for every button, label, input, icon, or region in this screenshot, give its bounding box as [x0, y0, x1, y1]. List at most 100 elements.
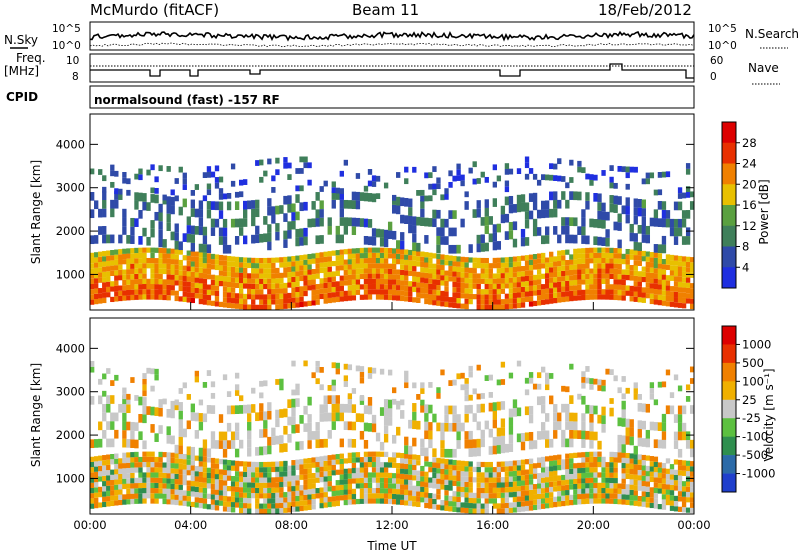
data-cell — [178, 495, 183, 501]
data-cell — [396, 400, 401, 410]
data-cell — [424, 293, 429, 299]
data-cell — [287, 507, 292, 513]
data-cell — [653, 399, 659, 406]
data-cell — [190, 261, 195, 267]
data-cell — [625, 290, 630, 296]
data-cell — [516, 168, 522, 175]
data-cell — [508, 372, 514, 379]
data-cell — [174, 178, 179, 184]
data-cell — [206, 478, 212, 484]
data-cell — [343, 421, 349, 430]
data-cell — [645, 225, 651, 235]
data-cell — [400, 232, 405, 241]
data-cell — [597, 273, 602, 279]
data-cell — [190, 251, 195, 257]
data-cell — [198, 288, 204, 294]
data-cell — [134, 268, 139, 274]
data-cell — [432, 253, 437, 259]
data-cell — [617, 253, 622, 259]
data-cell — [375, 456, 381, 462]
data-cell — [359, 371, 365, 378]
data-cell — [561, 217, 566, 226]
data-cell — [444, 270, 449, 276]
data-cell — [214, 254, 220, 260]
data-cell — [146, 487, 151, 494]
data-cell — [186, 490, 191, 497]
data-cell — [170, 253, 175, 260]
data-cell — [408, 255, 413, 261]
data-cell — [375, 498, 381, 504]
data-cell — [158, 273, 163, 280]
data-cell — [299, 500, 304, 506]
data-cell — [545, 293, 550, 300]
data-cell — [255, 467, 260, 473]
data-cell — [166, 499, 171, 505]
data-cell — [251, 387, 256, 394]
data-cell — [661, 478, 667, 484]
data-cell — [452, 501, 457, 507]
data-cell — [593, 378, 598, 385]
data-cell — [532, 280, 538, 286]
data-cell — [689, 466, 695, 472]
data-cell — [315, 360, 320, 367]
data-cell — [657, 381, 663, 388]
data-cell — [271, 503, 276, 509]
data-cell — [645, 429, 651, 439]
data-cell — [524, 162, 530, 169]
data-cell — [496, 401, 502, 411]
data-cell — [226, 486, 232, 492]
data-cell — [649, 471, 655, 477]
data-cell — [114, 489, 119, 496]
data-cell — [275, 157, 280, 164]
data-cell — [170, 290, 175, 296]
data-cell — [657, 244, 663, 254]
data-cell — [234, 476, 240, 482]
data-cell — [351, 473, 357, 479]
data-cell — [653, 477, 659, 483]
data-cell — [468, 394, 473, 401]
data-cell — [271, 508, 276, 514]
data-cell — [657, 200, 663, 210]
data-cell — [689, 283, 695, 289]
data-cell — [150, 472, 155, 478]
data-cell — [114, 259, 119, 266]
data-cell — [408, 445, 413, 455]
data-cell — [476, 294, 481, 300]
data-cell — [476, 467, 481, 473]
data-cell — [536, 462, 542, 468]
data-cell — [367, 252, 373, 258]
data-cell — [617, 493, 622, 500]
data-cell — [665, 275, 671, 281]
data-cell — [649, 502, 655, 509]
data-cell — [339, 199, 344, 209]
data-cell — [106, 459, 111, 465]
data-cell — [476, 278, 481, 284]
data-cell — [516, 496, 522, 502]
data-cell — [206, 405, 212, 414]
data-cell — [158, 263, 163, 269]
data-cell — [355, 472, 361, 479]
data-cell — [532, 264, 538, 270]
data-cell — [577, 264, 582, 270]
data-cell — [396, 205, 401, 215]
data-cell — [355, 452, 361, 458]
y-tick-label: 3000 — [56, 181, 85, 195]
data-cell — [247, 439, 252, 448]
data-cell — [230, 405, 236, 415]
data-cell — [549, 262, 554, 268]
data-cell — [259, 411, 264, 421]
colorbar-swatch — [722, 142, 736, 164]
data-cell — [601, 263, 606, 269]
data-cell — [387, 230, 393, 240]
data-cell — [158, 407, 163, 417]
data-cell — [669, 275, 675, 281]
data-cell — [259, 289, 264, 295]
data-cell — [251, 234, 256, 244]
data-cell — [122, 430, 127, 439]
data-cell — [520, 459, 526, 465]
data-cell — [335, 260, 340, 266]
data-cell — [146, 472, 151, 478]
data-cell — [520, 506, 526, 512]
data-cell — [468, 267, 473, 274]
data-cell — [387, 457, 393, 463]
